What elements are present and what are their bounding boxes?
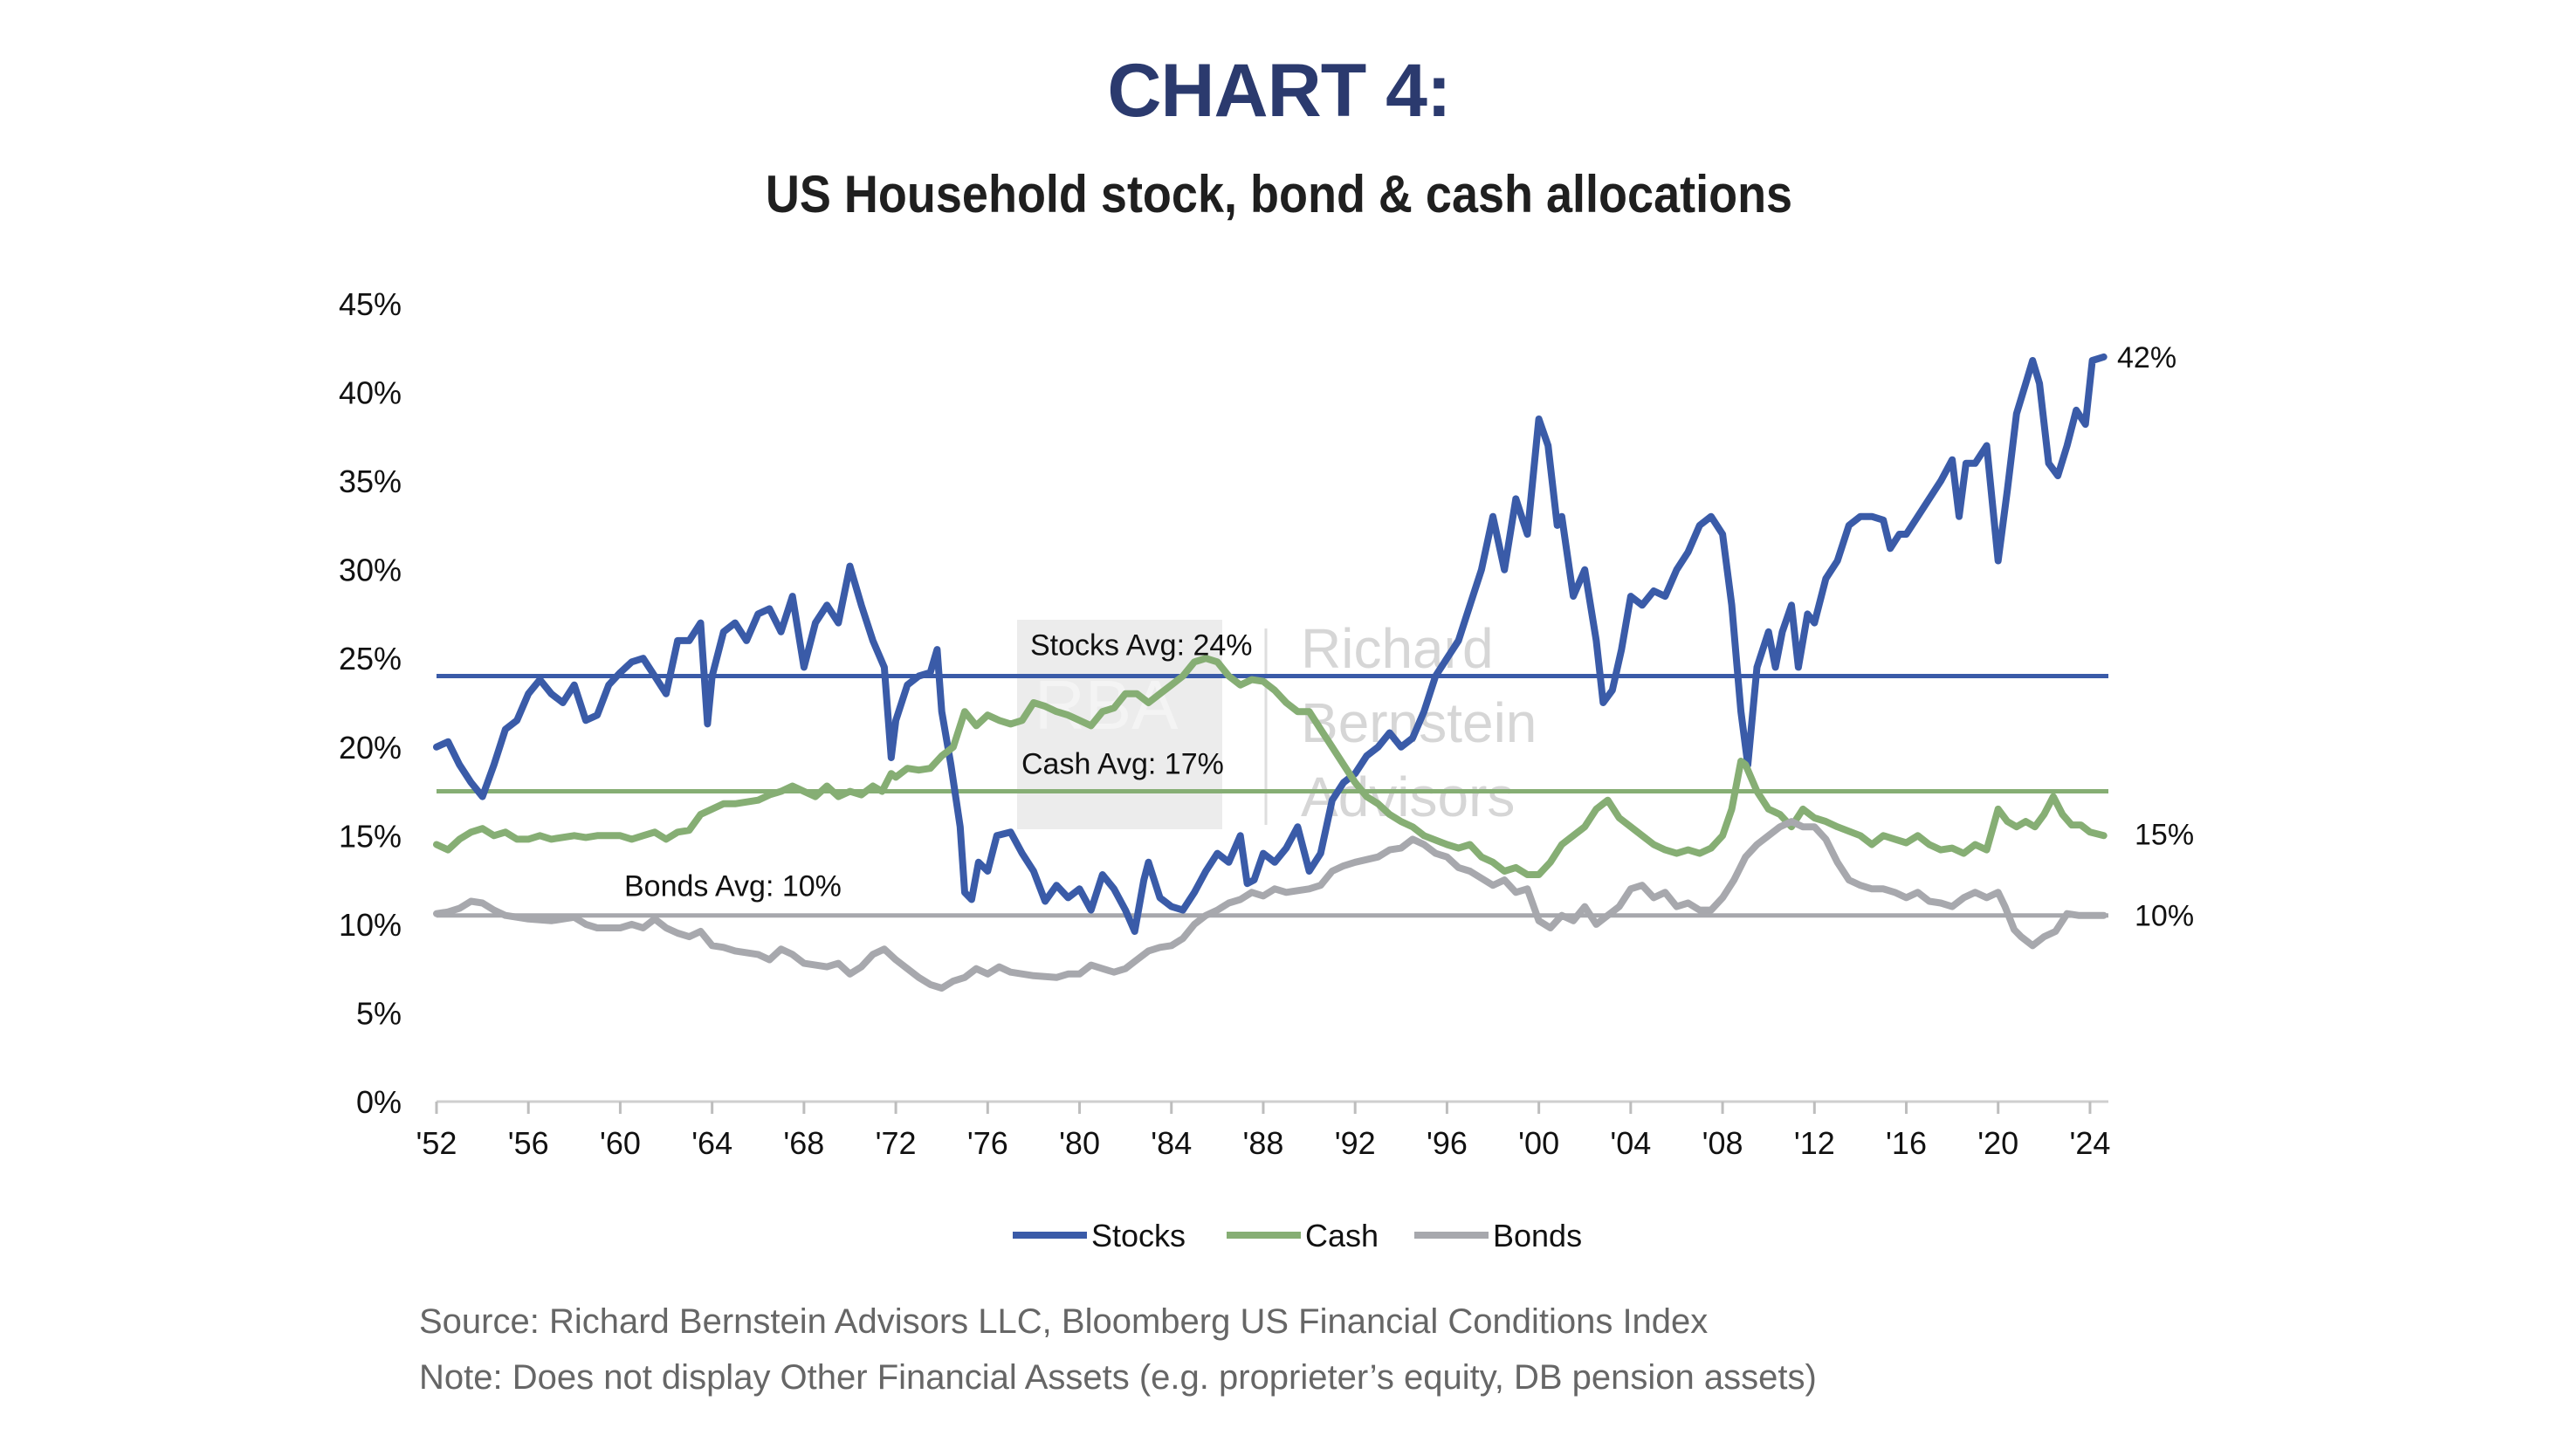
end-value-labels: 42% 15% 10%	[2117, 341, 2194, 933]
avg-label-stocks: Stocks Avg: 24%	[1030, 629, 1253, 663]
y-tick-label: 45%	[339, 286, 402, 322]
x-tick-label: '52	[416, 1125, 457, 1161]
y-tick-label: 35%	[339, 464, 402, 499]
chart-title: CHART 4:	[1107, 49, 1451, 133]
series-lines	[433, 353, 2108, 992]
x-tick-label: '76	[967, 1125, 1008, 1161]
watermark-box	[1017, 620, 1222, 829]
x-tick-label: '92	[1335, 1125, 1376, 1161]
footnote: Note: Does not display Other Financial A…	[419, 1358, 1817, 1397]
series-line-stocks	[433, 353, 2108, 935]
x-tick-label: '16	[1886, 1125, 1927, 1161]
average-labels: Stocks Avg: 24% Cash Avg: 17% Bonds Avg: 1…	[624, 629, 1253, 903]
y-tick-label: 40%	[339, 375, 402, 411]
x-tick-label: '68	[783, 1125, 824, 1161]
avg-label-cash: Cash Avg: 17%	[1021, 748, 1224, 781]
series-line-cash	[433, 655, 2108, 878]
x-tick-label: '20	[1977, 1125, 2018, 1161]
source-note: Source: Richard Bernstein Advisors LLC, …	[419, 1302, 1709, 1341]
y-tick-label: 25%	[339, 641, 402, 676]
x-tick-label: '04	[1610, 1125, 1651, 1161]
x-axis: '52 '56 '60 '64 '68 '72 '76 '80 '84 '88 '92 '96 '00 '…	[416, 1100, 2110, 1161]
x-tick-label: '84	[1151, 1125, 1192, 1161]
y-tick-label: 20%	[339, 730, 402, 766]
y-tick-label: 0%	[356, 1084, 402, 1120]
legend-cash-label: Cash	[1305, 1218, 1379, 1253]
legend-stocks-label: Stocks	[1091, 1218, 1186, 1253]
chart-subtitle: US Household stock, bond & cash allocati…	[765, 165, 1793, 223]
watermark-initials: RBA	[1035, 666, 1179, 744]
x-tick-label: '64	[691, 1125, 732, 1161]
end-label-bonds: 10%	[2135, 900, 2194, 933]
x-tick-label: '60	[600, 1125, 641, 1161]
x-tick-label: '88	[1243, 1125, 1284, 1161]
x-tick-label: '96	[1427, 1125, 1468, 1161]
series-line-bonds	[433, 818, 2108, 992]
x-tick-label: '56	[508, 1125, 549, 1161]
y-tick-label: 15%	[339, 818, 402, 854]
x-tick-label: '80	[1059, 1125, 1100, 1161]
x-tick-label: '08	[1702, 1125, 1743, 1161]
x-tick-label: '12	[1794, 1125, 1835, 1161]
end-label-stocks: 42%	[2117, 341, 2176, 374]
x-tick-label: '00	[1518, 1125, 1559, 1161]
legend: Stocks Cash Bonds	[1013, 1218, 1582, 1253]
y-tick-label: 5%	[356, 995, 402, 1031]
x-tick-label: '24	[2069, 1125, 2110, 1161]
legend-bonds-label: Bonds	[1493, 1218, 1582, 1253]
y-tick-label: 30%	[339, 553, 402, 588]
x-tick-label: '72	[876, 1125, 917, 1161]
avg-label-bonds: Bonds Avg: 10%	[624, 870, 842, 903]
y-tick-label: 10%	[339, 907, 402, 943]
end-label-cash: 15%	[2135, 818, 2194, 851]
y-axis: 0% 5% 10% 15% 20% 25% 30% 35% 40% 45%	[339, 286, 402, 1120]
